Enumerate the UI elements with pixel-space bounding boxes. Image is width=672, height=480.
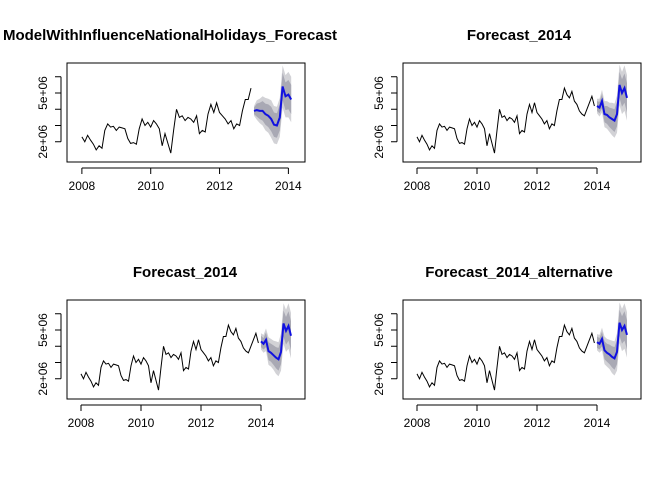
y-tick-label: 2e+06 <box>36 362 50 396</box>
plot-frame <box>66 62 306 163</box>
x-tick-label: 2008 <box>404 179 431 193</box>
forecast-mean-line <box>596 322 628 360</box>
chart-panel-4: Forecast_2014_alternative 2008 2010 2012 201… <box>372 264 642 430</box>
history-series-line <box>416 323 595 391</box>
y-tick-label: 5e+06 <box>36 313 50 347</box>
chart-panel-1: ModelWithInfluenceNationalHolidays_Forec… <box>3 27 337 193</box>
y-axis: 2e+06 5e+06 <box>372 76 398 159</box>
x-tick-label: 2014 <box>275 179 302 193</box>
plot-frame <box>402 62 642 163</box>
y-axis: 2e+06 5e+06 <box>372 313 398 396</box>
y-axis: 2e+06 5e+06 <box>36 76 62 159</box>
plot-area <box>81 65 293 154</box>
x-tick-label: 2010 <box>137 179 164 193</box>
y-tick-label: 5e+06 <box>372 313 386 347</box>
x-axis: 2008 2010 2012 2014 <box>404 167 611 193</box>
x-tick-label: 2014 <box>584 416 611 430</box>
x-tick-label: 2010 <box>464 416 491 430</box>
x-tick-label: 2008 <box>404 416 431 430</box>
history-series-line <box>416 86 595 154</box>
chart-title: Forecast_2014_alternative <box>425 264 613 281</box>
forecast-mean-line <box>253 86 293 127</box>
plot-area <box>80 303 292 391</box>
history-series-line <box>81 87 252 154</box>
x-axis: 2008 2010 2012 2014 <box>69 167 302 193</box>
y-tick-label: 2e+06 <box>372 125 386 159</box>
plot-frame <box>402 299 642 400</box>
y-tick-label: 5e+06 <box>372 76 386 110</box>
plot-area <box>416 302 628 391</box>
y-tick-label: 2e+06 <box>36 125 50 159</box>
plot-frame <box>66 299 306 400</box>
x-axis: 2008 2010 2012 2014 <box>404 404 611 430</box>
x-tick-label: 2012 <box>524 416 551 430</box>
forecast-mean-line <box>260 323 292 361</box>
plot-area <box>416 64 628 154</box>
y-tick-label: 5e+06 <box>36 76 50 110</box>
chart-panel-3: Forecast_2014 2008 2010 2012 2014 2e+06 5e+06 <box>36 264 306 430</box>
x-tick-label: 2012 <box>206 179 233 193</box>
y-tick-label: 2e+06 <box>372 362 386 396</box>
x-tick-label: 2014 <box>248 416 275 430</box>
x-tick-label: 2014 <box>584 179 611 193</box>
x-tick-label: 2012 <box>188 416 215 430</box>
chart-panel-2: Forecast_2014 2008 2010 2012 2014 2e+06 5e+06 <box>372 27 642 193</box>
x-tick-label: 2010 <box>128 416 155 430</box>
x-tick-label: 2008 <box>69 179 96 193</box>
x-tick-label: 2010 <box>464 179 491 193</box>
x-tick-label: 2008 <box>68 416 95 430</box>
history-series-line <box>80 323 259 391</box>
chart-title: Forecast_2014 <box>467 27 572 44</box>
chart-title: ModelWithInfluenceNationalHolidays_Forec… <box>3 27 337 44</box>
forecast-mean-line <box>596 84 628 123</box>
x-axis: 2008 2010 2012 2014 <box>68 404 275 430</box>
x-tick-label: 2012 <box>524 179 551 193</box>
y-axis: 2e+06 5e+06 <box>36 313 62 396</box>
chart-title: Forecast_2014 <box>133 264 238 281</box>
